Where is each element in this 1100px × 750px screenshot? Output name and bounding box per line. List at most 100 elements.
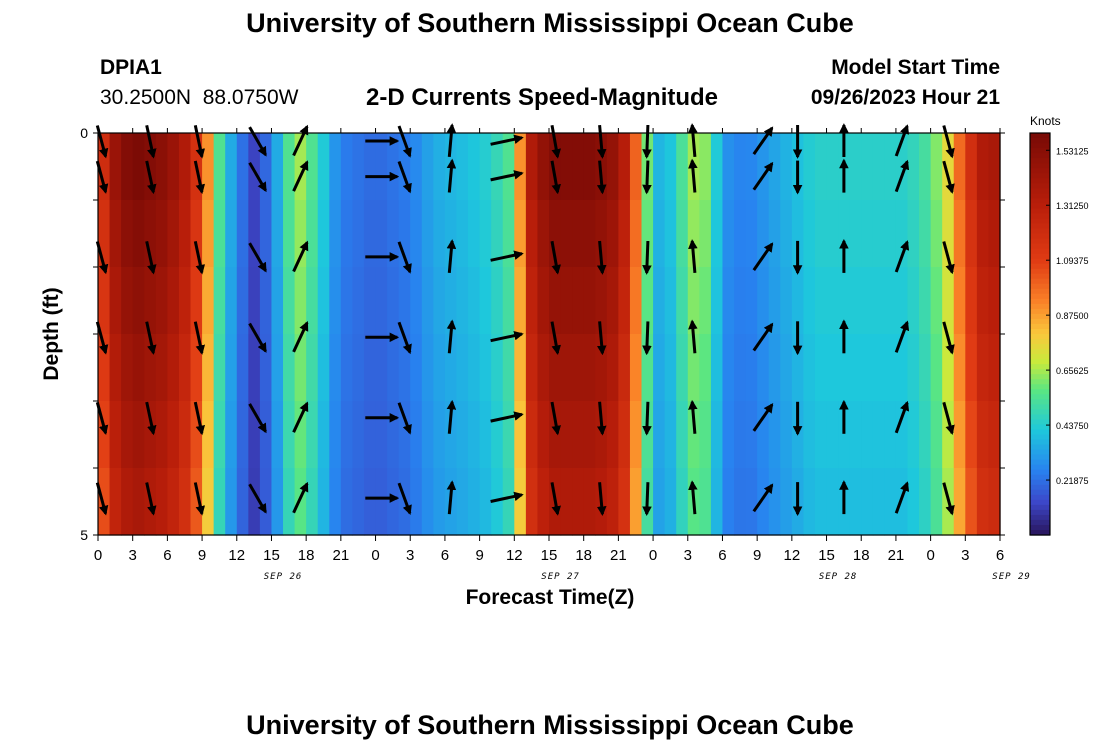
heatmap-cell <box>606 200 619 268</box>
heatmap-cell <box>410 133 423 201</box>
heatmap-cell <box>329 200 342 268</box>
heatmap-cell <box>988 200 1001 268</box>
heatmap-cell <box>572 468 585 536</box>
current-vector <box>490 250 524 262</box>
current-vector <box>550 240 561 275</box>
heatmap-cell <box>930 200 943 268</box>
heatmap-cell <box>502 334 515 402</box>
current-vector <box>550 321 561 355</box>
heatmap-cell <box>838 267 851 335</box>
current-vector <box>752 161 774 191</box>
heatmap-cell <box>687 200 700 268</box>
colorbar-segment <box>1030 384 1050 390</box>
heatmap-cell <box>98 267 111 335</box>
current-vector <box>490 491 524 503</box>
heatmap-cell <box>768 401 781 469</box>
heatmap-cell <box>757 267 770 335</box>
heatmap-cell <box>895 401 909 469</box>
heatmap-cell <box>861 468 874 536</box>
heatmap-cell <box>641 267 654 335</box>
heatmap-cell <box>768 267 781 335</box>
heatmap-cell <box>722 133 735 201</box>
colorbar-segment <box>1030 158 1050 164</box>
heatmap-cell <box>190 200 203 268</box>
heatmap-cell <box>988 267 1001 335</box>
heatmap-cell <box>664 133 677 201</box>
heatmap-cell <box>340 267 354 335</box>
heatmap-cell <box>317 133 330 201</box>
heatmap-cell <box>560 334 573 402</box>
current-vector <box>292 160 309 192</box>
heatmap-cell <box>317 200 330 268</box>
heatmap-cell <box>421 468 434 536</box>
heatmap-cell <box>803 133 816 201</box>
heatmap-cell <box>919 200 932 268</box>
heatmap-cell <box>803 468 816 536</box>
x-tick-label: 12 <box>228 547 245 564</box>
heatmap-cell <box>664 334 677 402</box>
heatmap-cell <box>468 401 481 469</box>
x-tick-label: 15 <box>541 547 558 564</box>
heatmap-cell <box>965 267 978 335</box>
heatmap-cell <box>225 468 238 536</box>
x-tick-label: 9 <box>753 547 761 564</box>
heatmap-cell <box>872 267 885 335</box>
heatmap-cell <box>121 334 134 402</box>
heatmap-cell <box>745 334 758 402</box>
heatmap-cell <box>606 133 619 201</box>
colorbar-segment <box>1030 434 1050 441</box>
heatmap-cell <box>676 200 689 268</box>
heatmap-cell <box>178 468 192 536</box>
heatmap-cell <box>930 401 943 469</box>
current-vector <box>193 160 206 195</box>
current-vector <box>490 134 524 146</box>
heatmap-cell <box>109 133 122 201</box>
heatmap-cell <box>629 468 643 536</box>
heatmap-cell <box>595 200 608 268</box>
station-id: DPIA1 <box>100 56 162 79</box>
colorbar-segment <box>1030 188 1050 194</box>
current-vector <box>292 321 309 353</box>
current-vector <box>550 482 561 516</box>
current-vector <box>688 399 698 434</box>
current-vector <box>942 401 955 436</box>
heatmap-cell <box>988 401 1001 469</box>
current-vector <box>642 124 652 159</box>
heatmap-cell <box>491 401 504 469</box>
colorbar-segment <box>1030 258 1050 265</box>
heatmap-cell <box>468 468 481 536</box>
heatmap-cell <box>768 133 781 201</box>
colorbar-segment <box>1030 143 1050 149</box>
current-vector <box>642 160 652 195</box>
colorbar-segment <box>1030 369 1050 375</box>
colorbar-segment <box>1030 519 1050 526</box>
heatmap-cell <box>491 468 504 536</box>
heatmap-cell <box>930 334 943 402</box>
current-vector <box>752 242 774 271</box>
chart-subtitle: 2-D Currents Speed-Magnitude <box>366 84 719 111</box>
current-vector <box>397 241 412 274</box>
heatmap-cell <box>340 334 354 402</box>
heatmap-cell <box>352 468 365 536</box>
heatmap-cell <box>560 200 573 268</box>
heatmap-cell <box>525 334 539 402</box>
colorbar-segment <box>1030 278 1050 285</box>
colorbar-segment <box>1030 303 1050 310</box>
heatmap-cell <box>479 468 492 536</box>
heatmap-cell <box>271 200 284 268</box>
heatmap-cell <box>479 267 492 335</box>
y-axis-title: Depth (ft) <box>40 287 63 380</box>
heatmap-cell <box>942 267 955 335</box>
current-vector <box>942 125 955 159</box>
colorbar-segment <box>1030 474 1050 481</box>
colorbar-frame <box>1029 132 1051 536</box>
heatmap-cell <box>872 334 885 402</box>
heatmap-cell <box>919 133 932 201</box>
heatmap-cell <box>421 267 434 335</box>
heatmap-cell <box>757 401 770 469</box>
heatmap-cell <box>699 468 712 536</box>
current-vector <box>446 319 457 354</box>
heatmap-cell <box>225 267 238 335</box>
heatmap-cell <box>525 200 539 268</box>
colorbar-label: 0.87500 <box>1056 311 1089 321</box>
